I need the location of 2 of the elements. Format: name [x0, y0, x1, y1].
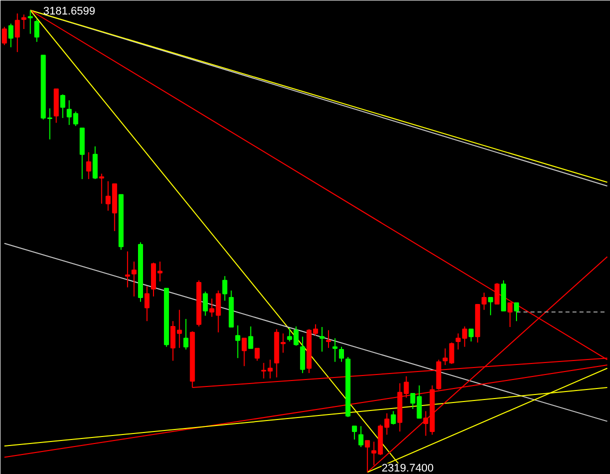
- annotation: 3181.6599: [43, 5, 96, 18]
- annotation: 2319.7400: [382, 462, 434, 474]
